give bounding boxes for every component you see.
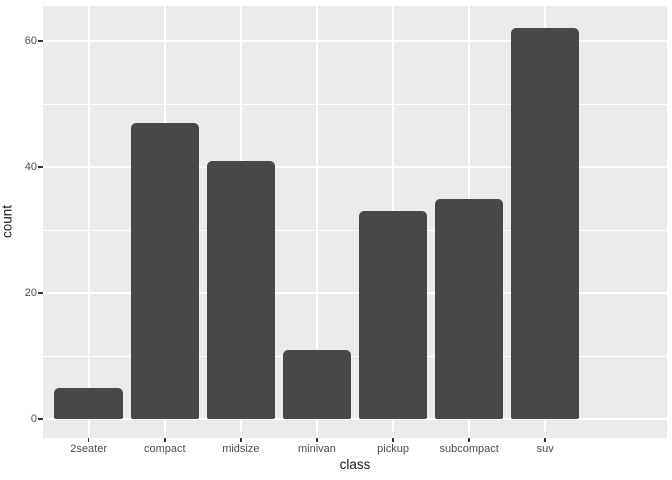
x-tick-mark-2seater [87,438,90,442]
major-gridline-x-2seater [87,6,90,438]
major-gridline-y-0 [43,418,667,420]
x-tick-mark-midsize [240,438,242,442]
bar-subcompact [434,198,504,419]
x-tick-label-compact: compact [143,443,186,455]
x-tick-label-midsize: midsize [222,443,260,455]
bar-minivan [282,349,352,419]
x-tick-mark-compact [164,438,166,442]
bar-pickup [358,211,428,419]
minor-gridline-y-30 [43,229,667,231]
y-tick-label-60: 60 [24,34,37,47]
bar-2seater [54,387,123,419]
y-tick-mark-60 [38,40,43,42]
minor-gridline-y-10 [43,355,667,357]
bar-midsize [206,160,276,419]
x-tick-label-subcompact: subcompact [439,443,499,455]
y-axis-title: count [0,204,15,239]
x-tick-label-minivan: minivan [297,443,336,455]
y-tick-label-0: 0 [30,412,37,425]
x-tick-mark-pickup [392,438,394,442]
x-tick-label-pickup: pickup [377,443,409,455]
x-tick-label-suv: suv [536,443,554,455]
major-gridline-y-20 [43,292,667,294]
y-tick-label-20: 20 [24,286,37,299]
y-tick-label-40: 40 [24,160,37,173]
plot-panel [43,6,667,438]
minor-gridline-y-50 [43,103,667,105]
x-tick-mark-minivan [316,438,318,442]
major-gridline-x-minivan [315,6,318,438]
major-gridline-y-60 [43,40,667,42]
x-tick-mark-suv [544,438,546,442]
major-gridline-y-40 [43,166,667,168]
x-axis-title: class [339,457,371,472]
y-tick-mark-0 [38,418,43,420]
x-tick-label-2seater: 2seater [70,443,107,455]
bar-suv [511,28,580,419]
bar-compact [130,122,199,419]
y-tick-mark-20 [38,292,43,294]
x-tick-mark-subcompact [468,438,470,442]
y-tick-mark-40 [38,166,43,168]
